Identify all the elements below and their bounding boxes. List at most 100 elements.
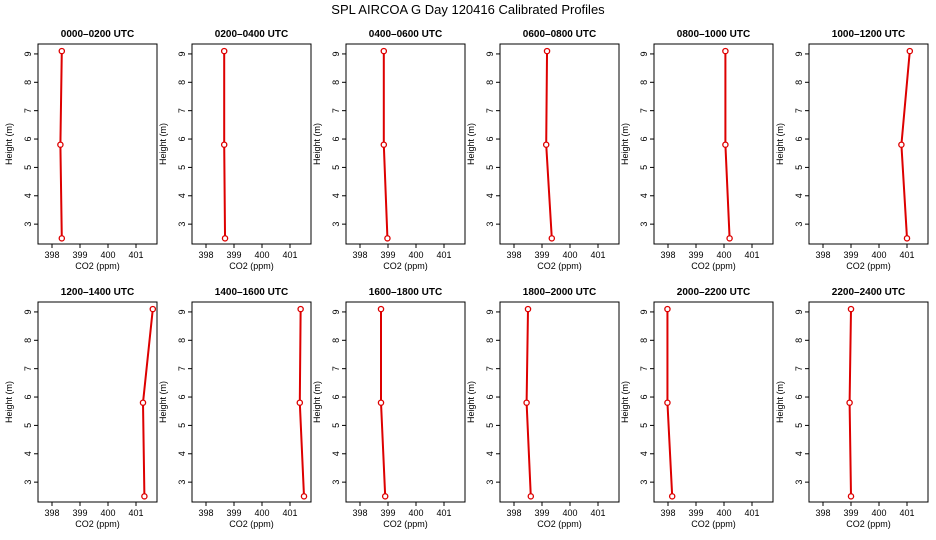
data-point: [377, 399, 385, 406]
x-axis-label: CO2 (ppm): [537, 519, 582, 529]
plot-frame: [499, 301, 620, 503]
data-point: [139, 399, 147, 406]
x-tick-label: 401: [282, 508, 297, 518]
x-tick-label: 401: [590, 508, 605, 518]
x-axis-label: CO2 (ppm): [691, 261, 736, 271]
y-tick-label: 9: [177, 309, 187, 314]
panel-title: 0000–0200 UTC: [61, 29, 134, 40]
y-axis-label: Height (m): [620, 123, 630, 165]
y-tick-label: 8: [177, 80, 187, 85]
x-tick-label: 400: [871, 508, 886, 518]
y-tick-label: 4: [177, 451, 187, 456]
data-point: [847, 493, 855, 500]
y-tick-label: 5: [485, 423, 495, 428]
y-tick-label: 4: [639, 451, 649, 456]
y-tick-label: 9: [23, 51, 33, 56]
data-point: [847, 305, 855, 313]
x-tick-label: 401: [744, 250, 759, 260]
x-tick-label: 400: [100, 250, 115, 260]
data-point: [220, 47, 228, 55]
x-tick-label: 398: [352, 250, 367, 260]
data-point: [527, 493, 535, 500]
panel-title: 1200–1400 UTC: [61, 287, 134, 298]
y-tick-label: 5: [23, 423, 33, 428]
y-tick-label: 9: [639, 51, 649, 56]
x-tick-label: 400: [562, 508, 577, 518]
x-tick-label: 398: [660, 508, 675, 518]
x-tick-label: 398: [198, 508, 213, 518]
y-tick-label: 7: [23, 108, 33, 113]
y-tick-label: 7: [794, 108, 804, 113]
y-tick-label: 7: [485, 366, 495, 371]
data-point: [149, 305, 157, 313]
x-axis-label: CO2 (ppm): [383, 261, 428, 271]
y-tick-label: 4: [331, 193, 341, 198]
x-axis-label: CO2 (ppm): [75, 519, 120, 529]
panel-title: 0200–0400 UTC: [215, 29, 288, 40]
x-axis-label: CO2 (ppm): [75, 261, 120, 271]
y-tick-label: 4: [23, 451, 33, 456]
y-tick-label: 8: [331, 338, 341, 343]
y-axis-label: Height (m): [4, 123, 14, 165]
panel-title: 0800–1000 UTC: [677, 29, 750, 40]
data-point: [906, 47, 914, 55]
plot-frame: [808, 43, 929, 245]
y-axis-label: Height (m): [158, 381, 168, 423]
y-tick-label: 6: [485, 137, 495, 142]
x-tick-label: 400: [871, 250, 886, 260]
plot-frame: [37, 301, 158, 503]
y-tick-label: 3: [485, 222, 495, 227]
y-axis-label: Height (m): [158, 123, 168, 165]
x-axis-label: CO2 (ppm): [846, 519, 891, 529]
y-axis-label: Height (m): [312, 123, 322, 165]
x-tick-label: 401: [436, 508, 451, 518]
y-tick-label: 6: [485, 395, 495, 400]
data-point: [898, 141, 905, 148]
x-axis-label: CO2 (ppm): [537, 261, 582, 271]
x-axis-label: CO2 (ppm): [383, 519, 428, 529]
x-tick-label: 400: [562, 250, 577, 260]
x-tick-label: 400: [100, 508, 115, 518]
x-tick-label: 398: [198, 250, 213, 260]
y-tick-label: 8: [23, 80, 33, 85]
y-tick-label: 3: [485, 480, 495, 485]
y-tick-label: 5: [331, 165, 341, 170]
x-axis-label: CO2 (ppm): [691, 519, 736, 529]
data-point: [58, 235, 66, 242]
x-tick-label: 399: [688, 250, 703, 260]
x-tick-label: 401: [899, 508, 914, 518]
y-tick-label: 9: [485, 51, 495, 56]
x-tick-label: 400: [408, 250, 423, 260]
y-axis-label: Height (m): [4, 381, 14, 423]
data-point: [548, 235, 556, 242]
x-tick-label: 401: [128, 250, 143, 260]
y-tick-label: 4: [23, 193, 33, 198]
data-point: [726, 235, 733, 242]
y-tick-label: 8: [794, 80, 804, 85]
x-axis-label: CO2 (ppm): [229, 519, 274, 529]
x-tick-label: 400: [716, 250, 731, 260]
x-tick-label: 399: [72, 508, 87, 518]
y-axis-label: Height (m): [466, 381, 476, 423]
y-tick-label: 9: [639, 309, 649, 314]
data-point: [903, 235, 911, 242]
y-tick-label: 4: [639, 193, 649, 198]
y-tick-label: 5: [23, 165, 33, 170]
y-tick-label: 5: [485, 165, 495, 170]
y-tick-label: 6: [331, 395, 341, 400]
x-tick-label: 400: [254, 250, 269, 260]
panel-title: 1600–1800 UTC: [369, 287, 442, 298]
y-tick-label: 7: [639, 108, 649, 113]
y-tick-label: 6: [177, 137, 187, 142]
y-tick-label: 8: [23, 338, 33, 343]
y-tick-label: 5: [177, 423, 187, 428]
y-tick-label: 7: [639, 366, 649, 371]
x-tick-label: 400: [254, 508, 269, 518]
y-tick-label: 6: [331, 137, 341, 142]
y-tick-label: 7: [485, 108, 495, 113]
y-tick-label: 8: [177, 338, 187, 343]
x-tick-label: 398: [660, 250, 675, 260]
x-tick-label: 399: [843, 508, 858, 518]
x-tick-label: 398: [44, 508, 59, 518]
